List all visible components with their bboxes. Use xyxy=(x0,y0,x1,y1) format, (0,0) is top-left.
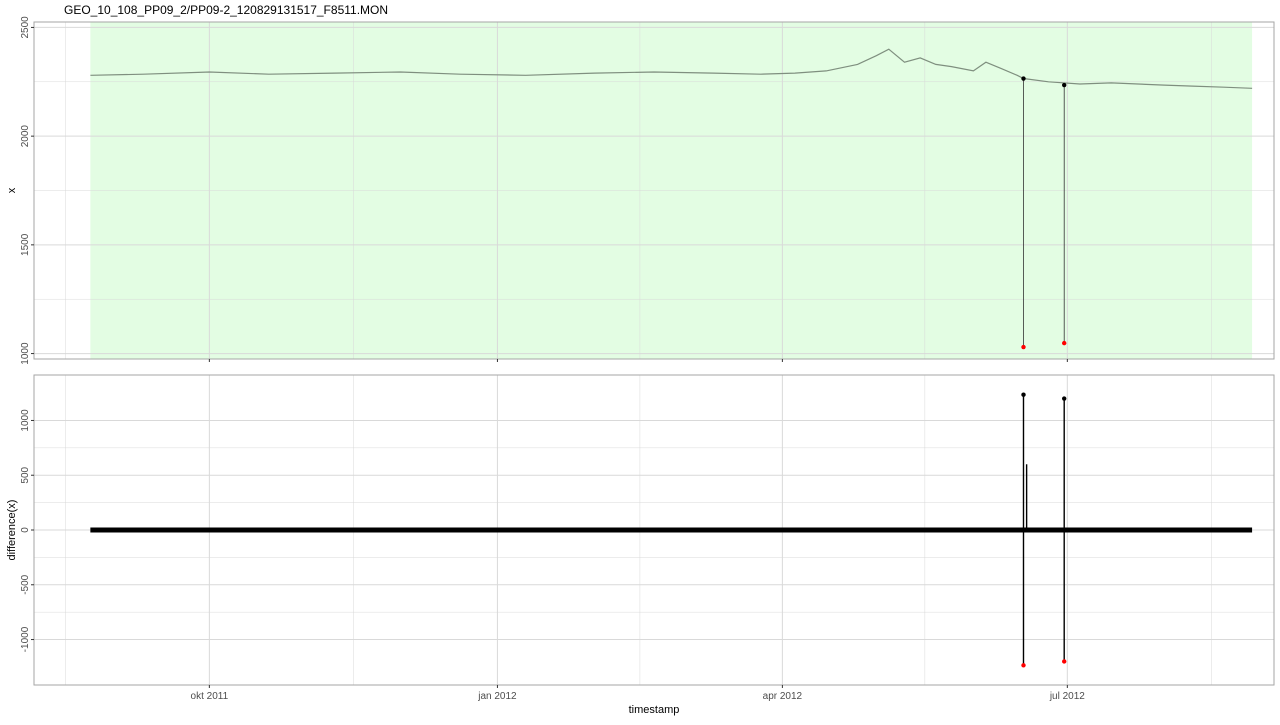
panel-top: 1000 1500 2000 2500 x xyxy=(6,16,1275,365)
y-tick-label: -500 xyxy=(20,574,31,594)
panel-bottom: -1000 -500 0 500 1000 okt 2011 jan 2012 apr 201… xyxy=(6,374,1275,716)
y-tick-label: -1000 xyxy=(20,626,31,652)
panel-border xyxy=(33,21,1275,360)
outlier-point xyxy=(1021,344,1026,350)
x-tick-label: okt 2011 xyxy=(191,691,229,702)
marked-point xyxy=(1021,76,1026,81)
x-tick-label: apr 2012 xyxy=(763,691,803,702)
outlier-point xyxy=(1062,659,1067,664)
series-line xyxy=(90,48,1253,89)
y-axis-label: x xyxy=(6,187,18,193)
x-tick-label: jul 2012 xyxy=(1049,691,1085,702)
y-tick-label: 500 xyxy=(20,466,31,483)
marked-point xyxy=(1062,82,1067,88)
chart-title: GEO_10_108_PP09_2/PP09-2_120829131517_F8… xyxy=(64,3,388,17)
x-axis-label: timestamp xyxy=(629,704,680,716)
outlier-point xyxy=(1062,340,1067,346)
marked-point xyxy=(1021,392,1026,397)
x-tick-label: jan 2012 xyxy=(477,691,517,702)
y-axis-label: difference(x) xyxy=(6,500,18,561)
y-tick-label: 1000 xyxy=(20,342,31,365)
marked-point xyxy=(1062,396,1067,401)
y-tick-label: 1500 xyxy=(20,233,31,256)
outlier-point xyxy=(1021,663,1026,668)
y-tick-label: 2000 xyxy=(20,125,31,148)
y-tick-label: 1000 xyxy=(20,409,31,432)
y-tick-label: 0 xyxy=(20,527,31,533)
y-tick-label: 2500 xyxy=(20,16,31,39)
